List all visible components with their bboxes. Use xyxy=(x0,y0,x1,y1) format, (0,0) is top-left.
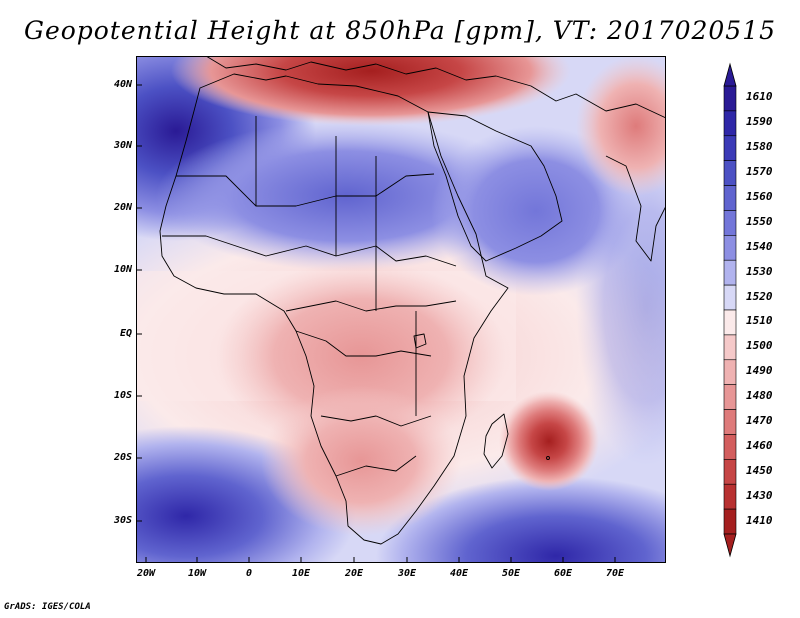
coastlines xyxy=(159,56,666,545)
colorbar-cell xyxy=(723,359,737,385)
border-central xyxy=(285,300,457,312)
colorbar-label: 1500 xyxy=(746,339,773,353)
colorbar-label: 1510 xyxy=(746,314,773,328)
colorbar-label: 1540 xyxy=(746,239,773,253)
colorbar-label: 1550 xyxy=(746,214,773,228)
colorbar-cell xyxy=(723,508,737,535)
eastern-indian-field xyxy=(576,146,666,466)
colorbar-label: 1520 xyxy=(746,289,773,303)
axis-ticks xyxy=(136,84,616,563)
colorbar-cell xyxy=(723,210,737,236)
colorbar-label: 1530 xyxy=(746,264,773,278)
colorbar-label: 1490 xyxy=(746,364,773,378)
colorbar-cell xyxy=(723,135,737,161)
lon-label-10e: 10E xyxy=(291,568,311,579)
colorbar-cell xyxy=(723,459,737,485)
indian-ocean-high-field xyxy=(376,476,666,563)
colorbar xyxy=(723,62,737,558)
map-frame xyxy=(136,56,666,563)
lat-label-10s: 10S xyxy=(113,390,132,401)
colorbar-label: 1480 xyxy=(746,389,773,403)
lat-label-eq: EQ xyxy=(119,328,132,339)
colorbar-cell xyxy=(723,185,737,211)
colorbar-label: 1560 xyxy=(746,190,773,203)
india-coastline xyxy=(605,155,666,262)
lon-label-10w: 10W xyxy=(187,568,207,579)
map-plot xyxy=(136,56,666,563)
colorbar-cell xyxy=(723,483,737,510)
colorbar-label: 1610 xyxy=(746,90,773,104)
colorbar-cell xyxy=(723,384,737,410)
lon-label-20e: 20E xyxy=(344,568,364,579)
colorbar-cell xyxy=(723,434,737,460)
colorbar-cell xyxy=(723,409,737,435)
grads-credit: GrADS: IGES/COLA xyxy=(4,602,91,612)
colorbar-cell xyxy=(723,309,737,336)
border-south xyxy=(335,455,417,477)
lat-label-30n: 30N xyxy=(113,140,132,151)
border-equatorial xyxy=(295,330,432,357)
lon-label-40e: 40E xyxy=(449,568,469,579)
colorbar-cell xyxy=(723,334,737,361)
border-sahel xyxy=(162,235,457,267)
europe-coastline xyxy=(205,56,497,81)
lat-label-30s: 30S xyxy=(113,515,132,526)
lat-label-10n: 10N xyxy=(113,264,132,275)
colorbar-cell xyxy=(723,259,737,286)
colorbar-top-arrow xyxy=(723,62,737,87)
lat-label-20n: 20N xyxy=(113,202,132,213)
colorbar-label: 1590 xyxy=(746,115,773,129)
asia-coastline xyxy=(495,75,666,119)
lake-victoria xyxy=(413,333,427,349)
map-title: Geopotential Height at 850hPa [gpm], VT:… xyxy=(23,16,777,45)
colorbar-cell xyxy=(723,85,737,112)
arabia-coastline xyxy=(427,111,563,262)
colorbar-cell xyxy=(723,160,737,186)
colorbar-bottom-arrow xyxy=(723,533,737,558)
colorbar-cell xyxy=(723,235,737,261)
lon-label-30e: 30E xyxy=(397,568,417,579)
colorbar-label: 1430 xyxy=(746,488,773,502)
lat-label-20s: 20S xyxy=(113,452,132,463)
mascarene-island xyxy=(546,456,550,460)
lat-label-40n: 40N xyxy=(113,79,132,90)
border-north xyxy=(176,173,435,207)
colorbar-cell xyxy=(723,110,737,137)
colorbar-label: 1570 xyxy=(746,165,773,179)
lon-label-70e: 70E xyxy=(605,568,625,579)
lon-label-0: 0 xyxy=(245,568,253,579)
border-southern xyxy=(320,415,432,427)
madagascar-coastline xyxy=(483,413,509,469)
lon-label-60e: 60E xyxy=(553,568,573,579)
northeast-low-field xyxy=(576,56,666,196)
colorbar-label: 1460 xyxy=(746,438,773,452)
lon-label-20w: 20W xyxy=(136,568,156,579)
mediterranean-low-field xyxy=(171,56,571,126)
lon-label-50e: 50E xyxy=(501,568,521,579)
colorbar-label: 1470 xyxy=(746,414,773,427)
colorbar-label: 1410 xyxy=(746,513,773,527)
colorbar-cell xyxy=(723,284,737,311)
cyclone-low-field xyxy=(499,391,599,491)
southern-africa-low-field xyxy=(261,386,461,536)
colorbar-label: 1450 xyxy=(746,463,773,477)
colorbar-label: 1580 xyxy=(746,140,773,154)
